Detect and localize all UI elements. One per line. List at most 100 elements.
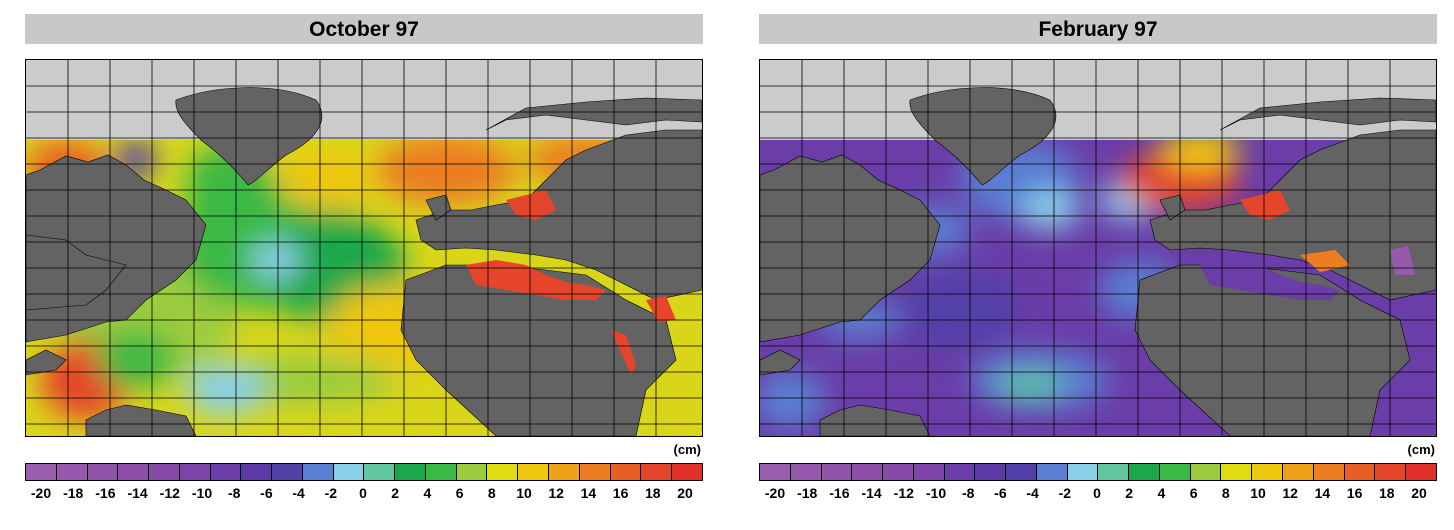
colorbar-tick-label: 4 (423, 485, 432, 501)
colorbar-tick-label: -6 (994, 485, 1007, 501)
colorbar-swatch (1313, 464, 1345, 480)
colorbar (759, 463, 1437, 481)
colorbar-swatch (1098, 464, 1130, 480)
sea-level-anomaly-map (759, 59, 1437, 437)
colorbar-swatch (149, 464, 180, 480)
panel-title: October 97 (25, 14, 703, 44)
colorbar-swatch (1159, 464, 1191, 480)
colorbar-tick-label: 8 (487, 485, 496, 501)
colorbar-swatch (333, 464, 365, 480)
colorbar-tick-label: 20 (677, 485, 693, 501)
colorbar-swatch (26, 464, 57, 480)
colorbar-swatch (1036, 464, 1068, 480)
colorbar-swatch (760, 464, 791, 480)
colorbar-tick-label: 10 (516, 485, 532, 501)
coordinate-grid (760, 60, 1436, 436)
colorbar-tick-label: 10 (1250, 485, 1266, 501)
colorbar-swatch (364, 464, 396, 480)
colorbar-tick-label: -20 (764, 485, 786, 501)
colorbar-tick-label: 18 (645, 485, 661, 501)
colorbar-swatch (1067, 464, 1099, 480)
colorbar-tick-label: -12 (159, 485, 180, 501)
colorbar-swatch (395, 464, 426, 480)
colorbar-swatch (1006, 464, 1037, 480)
colorbar-swatch (1283, 464, 1314, 480)
colorbar-tick-label: -8 (961, 485, 975, 501)
colorbar-swatch (425, 464, 457, 480)
colorbar-swatch (87, 464, 119, 480)
colorbar-swatch (241, 464, 273, 480)
map-svg (760, 60, 1436, 436)
colorbar-tick-label: -18 (63, 485, 84, 501)
colorbar-swatch (456, 464, 488, 480)
colorbar-swatch (1129, 464, 1160, 480)
unit-label: (cm) (1407, 442, 1435, 457)
colorbar-tick-label: 2 (391, 485, 400, 501)
sea-level-anomaly-map (25, 59, 703, 437)
colorbar-tick-label: 6 (455, 485, 464, 501)
colorbar-tick-label: -6 (260, 485, 273, 501)
colorbar-swatch (1252, 464, 1284, 480)
colorbar-swatch (487, 464, 519, 480)
colorbar-swatch (518, 464, 550, 480)
colorbar-swatch (790, 464, 822, 480)
land-masses (26, 87, 702, 436)
colorbar-ticks: -20 -18 -16 -14 -12 -10 -8 -6 -4 -2 0 2 4 6 8 10 12 14 16 1… (25, 485, 703, 505)
colorbar-swatch (210, 464, 242, 480)
coordinate-grid (26, 60, 702, 436)
colorbar-swatch (549, 464, 580, 480)
colorbar-swatch (1375, 464, 1407, 480)
colorbar-tick-label: -4 (292, 485, 305, 501)
colorbar-swatch (821, 464, 853, 480)
colorbar-tick-label: 12 (1282, 485, 1298, 501)
colorbar-tick-label: -10 (191, 485, 213, 501)
colorbar-swatch (944, 464, 976, 480)
colorbar-swatch (883, 464, 914, 480)
colorbar-tick-label: -2 (324, 485, 338, 501)
colorbar-tick-label: -16 (829, 485, 850, 501)
colorbar-swatch (913, 464, 945, 480)
colorbar-tick-label: 14 (1314, 485, 1331, 501)
colorbar-swatch (272, 464, 303, 480)
colorbar-tick-label: 14 (580, 485, 597, 501)
colorbar-swatch (56, 464, 88, 480)
colorbar-swatch (610, 464, 642, 480)
colorbar-tick-label: -10 (925, 485, 947, 501)
colorbar-tick-label: -18 (797, 485, 818, 501)
colorbar-tick-label: 20 (1411, 485, 1427, 501)
colorbar (25, 463, 703, 481)
colorbar-tick-label: 8 (1221, 485, 1230, 501)
colorbar-tick-label: -4 (1026, 485, 1039, 501)
colorbar-swatch (852, 464, 884, 480)
colorbar-tick-label: 4 (1157, 485, 1166, 501)
colorbar-swatch (118, 464, 150, 480)
colorbar-tick-label: -8 (227, 485, 241, 501)
colorbar-swatch (1190, 464, 1222, 480)
colorbar-swatch (1406, 464, 1436, 480)
colorbar-tick-label: -14 (127, 485, 148, 501)
colorbar-tick-label: 2 (1125, 485, 1134, 501)
colorbar-tick-label: 0 (359, 485, 367, 501)
colorbar-swatch (1344, 464, 1376, 480)
colorbar-tick-label: 18 (1379, 485, 1395, 501)
colorbar-swatch (579, 464, 611, 480)
panel-title: February 97 (759, 14, 1437, 44)
colorbar-tick-label: 16 (612, 485, 629, 501)
map-panel-october-97: October 97 (25, 14, 703, 514)
map-svg (26, 60, 702, 436)
colorbar-tick-label: 12 (548, 485, 564, 501)
colorbar-swatch (1221, 464, 1253, 480)
colorbar-swatch (641, 464, 673, 480)
colorbar-swatch (975, 464, 1007, 480)
colorbar-ticks: -20 -18 -16 -14 -12 -10 -8 -6 -4 -2 0 2 4 6 8 10 12 14 16 1… (759, 485, 1437, 505)
colorbar-tick-label: -12 (893, 485, 914, 501)
colorbar-tick-label: 6 (1189, 485, 1198, 501)
colorbar-tick-label: 0 (1093, 485, 1101, 501)
colorbar-swatch (672, 464, 702, 480)
colorbar-tick-label: -14 (861, 485, 882, 501)
colorbar-swatch (302, 464, 334, 480)
unit-label: (cm) (673, 442, 701, 457)
colorbar-swatch (179, 464, 211, 480)
colorbar-tick-label: -2 (1058, 485, 1072, 501)
map-panel-february-97: February 97 (759, 14, 1437, 514)
